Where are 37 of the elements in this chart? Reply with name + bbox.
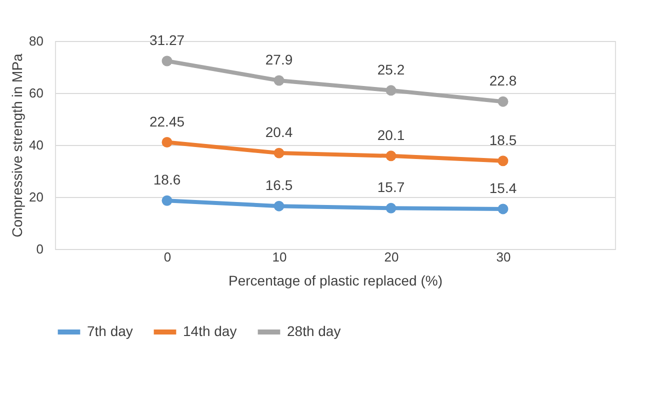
point: [162, 137, 172, 148]
y-tick-label: 60: [29, 86, 44, 100]
annotation: 20.1: [377, 126, 405, 143]
annotation: 15.7: [377, 179, 405, 196]
point: [498, 204, 508, 214]
x-tick-label: 20: [384, 250, 399, 264]
annotation: 27.9: [265, 52, 293, 68]
annotation: 20.4: [265, 124, 293, 140]
point: [386, 202, 396, 214]
x-tick-label: 0: [164, 250, 172, 264]
y-tick-label: 20: [29, 190, 44, 204]
annotation: 31.27: [149, 32, 185, 48]
annotation: 16.5: [265, 177, 293, 194]
x-tick-label: 30: [496, 250, 511, 264]
point: [386, 85, 396, 96]
point: [162, 56, 172, 66]
legend-label: 14th day: [183, 323, 237, 339]
point: [386, 150, 396, 162]
point: [274, 148, 284, 158]
legend-label: 28th day: [287, 323, 341, 339]
y-axis-title: Compressive strength in MPa: [9, 53, 26, 238]
annotation: 22.8: [489, 72, 517, 89]
annotation: 15.4: [489, 180, 517, 196]
annotation: 18.5: [489, 132, 517, 148]
x-axis-title: Percentage of plastic replaced (%): [228, 272, 442, 288]
legend-label: 7th day: [87, 323, 133, 339]
x-tick-label: 10: [272, 250, 287, 264]
annotation: 22.45: [149, 113, 185, 130]
point: [274, 200, 284, 212]
y-tick-label: 80: [29, 34, 44, 48]
point: [274, 75, 284, 86]
y-tick-label: 40: [29, 138, 44, 152]
annotation: 25.2: [377, 61, 405, 78]
point: [498, 156, 508, 166]
annotation: 18.6: [153, 172, 181, 188]
point: [162, 195, 172, 206]
point: [498, 96, 508, 107]
